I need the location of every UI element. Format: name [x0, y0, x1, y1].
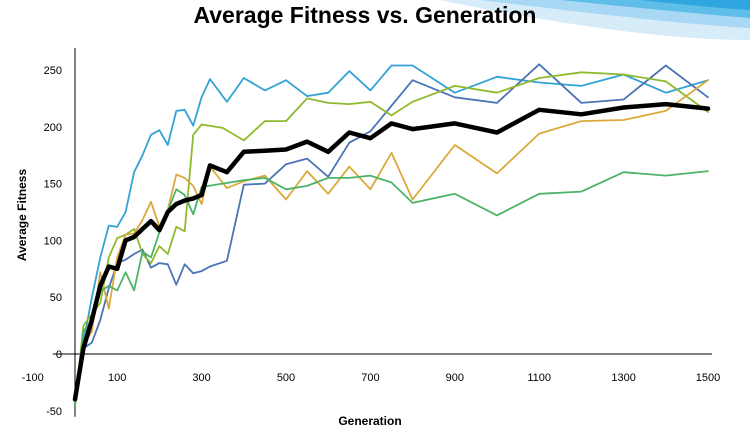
x-tick-label: -100 — [22, 372, 44, 384]
y-tick-label: 100 — [44, 235, 62, 247]
y-tick-label: -50 — [46, 406, 62, 418]
x-tick-label: 1100 — [527, 372, 551, 384]
y-tick-label: 150 — [44, 179, 62, 191]
series-line-1 — [74, 64, 709, 406]
y-tick-label: 50 — [50, 292, 62, 304]
x-tick-label: 1300 — [611, 372, 635, 384]
x-tick-label: 100 — [108, 372, 126, 384]
series-line-5 — [74, 170, 709, 406]
series-line-4 — [74, 79, 709, 406]
average-series-line — [72, 101, 711, 402]
x-tick-label: 500 — [277, 372, 295, 384]
x-tick-label: 300 — [192, 372, 210, 384]
chart-title: Average Fitness vs. Generation — [193, 2, 537, 28]
x-tick-label: 1500 — [696, 372, 720, 384]
series-line-3 — [74, 71, 709, 406]
x-tick-label: 700 — [361, 372, 379, 384]
x-tick-label: 900 — [446, 372, 464, 384]
y-tick-label: 200 — [44, 122, 62, 134]
x-axis-label: Generation — [338, 414, 402, 428]
y-tick-label: 250 — [44, 65, 62, 77]
y-tick-label: 0 — [56, 349, 62, 361]
